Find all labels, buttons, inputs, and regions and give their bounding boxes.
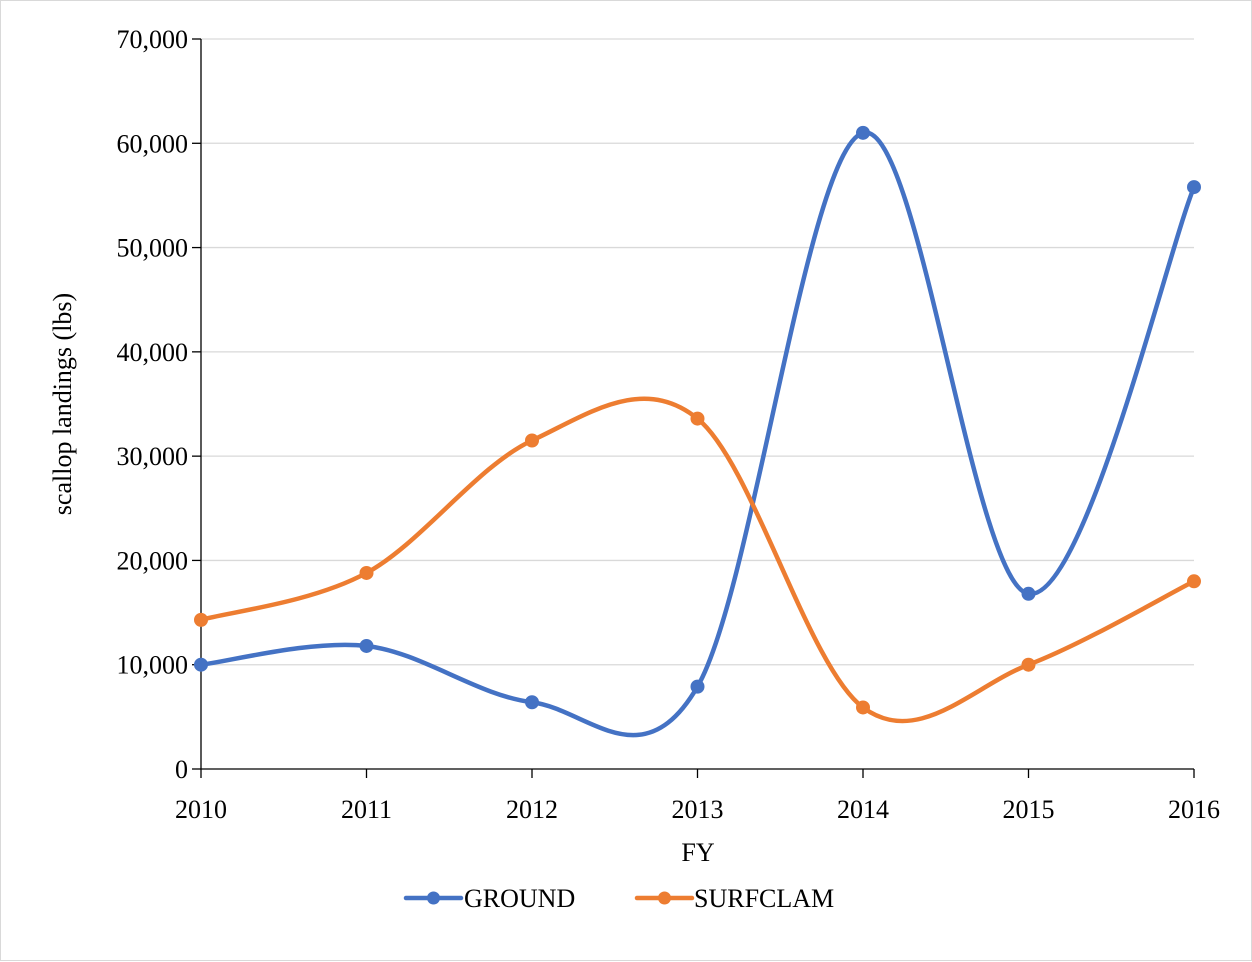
y-tick-label: 70,000 (117, 25, 189, 54)
data-point-surfclam (525, 433, 539, 448)
x-axis-title: FY (681, 838, 714, 867)
series-surfclam (194, 396, 1201, 724)
data-point-surfclam (1187, 574, 1201, 589)
x-tick-label: 2013 (672, 795, 724, 824)
y-tick-label: 40,000 (117, 338, 189, 367)
legend-label: GROUND (464, 884, 575, 913)
axes: 0 10,000 20,000 30,000 40,000 50,000 60,000 70,… (117, 25, 1221, 824)
legend-swatch-marker (658, 891, 671, 905)
data-point-surfclam (690, 411, 705, 426)
data-point-ground (194, 657, 208, 672)
x-tick-label: 2014 (837, 795, 889, 824)
data-point-surfclam (359, 565, 374, 580)
legend-label: SURFCLAM (694, 884, 834, 913)
y-tick-label: 10,000 (117, 651, 189, 680)
data-point-ground (1187, 180, 1201, 195)
series-ground (194, 125, 1201, 738)
data-point-ground (359, 638, 374, 653)
x-tick-label: 2016 (1168, 795, 1220, 824)
legend: GROUND SURFCLAM (403, 884, 834, 913)
x-tick-label: 2010 (175, 795, 227, 824)
x-tick-label: 2015 (1003, 795, 1055, 824)
y-axis-title: scallop landings (lbs) (48, 293, 77, 515)
y-tick-label: 20,000 (117, 546, 189, 575)
data-point-surfclam (1021, 657, 1036, 672)
legend-swatch-marker (427, 891, 440, 905)
data-point-surfclam (194, 612, 208, 627)
data-point-ground (856, 125, 870, 140)
gridlines (201, 38, 1194, 666)
y-tick-label: 30,000 (117, 442, 189, 471)
y-tick-label: 60,000 (117, 129, 189, 158)
y-tick-label: 0 (175, 755, 188, 784)
legend-item-ground: GROUND (403, 884, 575, 913)
series-group (194, 125, 1201, 738)
x-tick-label: 2012 (506, 795, 558, 824)
data-point-ground (525, 695, 539, 710)
data-point-ground (1021, 586, 1036, 601)
y-tick-label: 50,000 (117, 234, 189, 263)
legend-item-surfclam: SURFCLAM (634, 884, 834, 913)
x-tick-label: 2011 (341, 795, 392, 824)
series-line-ground (198, 130, 1197, 738)
data-point-ground (690, 679, 705, 694)
data-point-surfclam (856, 700, 870, 715)
